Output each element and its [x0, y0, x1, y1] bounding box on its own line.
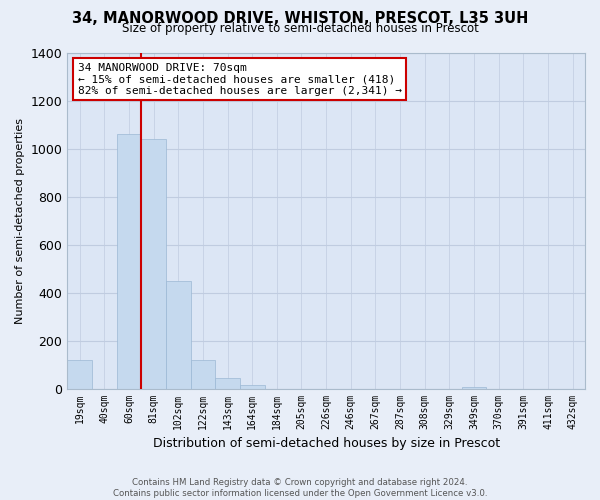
Text: Contains HM Land Registry data © Crown copyright and database right 2024.
Contai: Contains HM Land Registry data © Crown c… — [113, 478, 487, 498]
X-axis label: Distribution of semi-detached houses by size in Prescot: Distribution of semi-detached houses by … — [152, 437, 500, 450]
Bar — [191, 360, 215, 388]
Bar — [240, 385, 265, 388]
Text: Size of property relative to semi-detached houses in Prescot: Size of property relative to semi-detach… — [122, 22, 478, 35]
Bar — [67, 360, 92, 388]
Bar — [141, 139, 166, 388]
Y-axis label: Number of semi-detached properties: Number of semi-detached properties — [15, 118, 25, 324]
Bar — [166, 280, 191, 388]
Bar — [462, 386, 487, 388]
Bar — [116, 134, 141, 388]
Bar — [215, 378, 240, 388]
Text: 34 MANORWOOD DRIVE: 70sqm
← 15% of semi-detached houses are smaller (418)
82% of: 34 MANORWOOD DRIVE: 70sqm ← 15% of semi-… — [77, 62, 401, 96]
Text: 34, MANORWOOD DRIVE, WHISTON, PRESCOT, L35 3UH: 34, MANORWOOD DRIVE, WHISTON, PRESCOT, L… — [72, 11, 528, 26]
